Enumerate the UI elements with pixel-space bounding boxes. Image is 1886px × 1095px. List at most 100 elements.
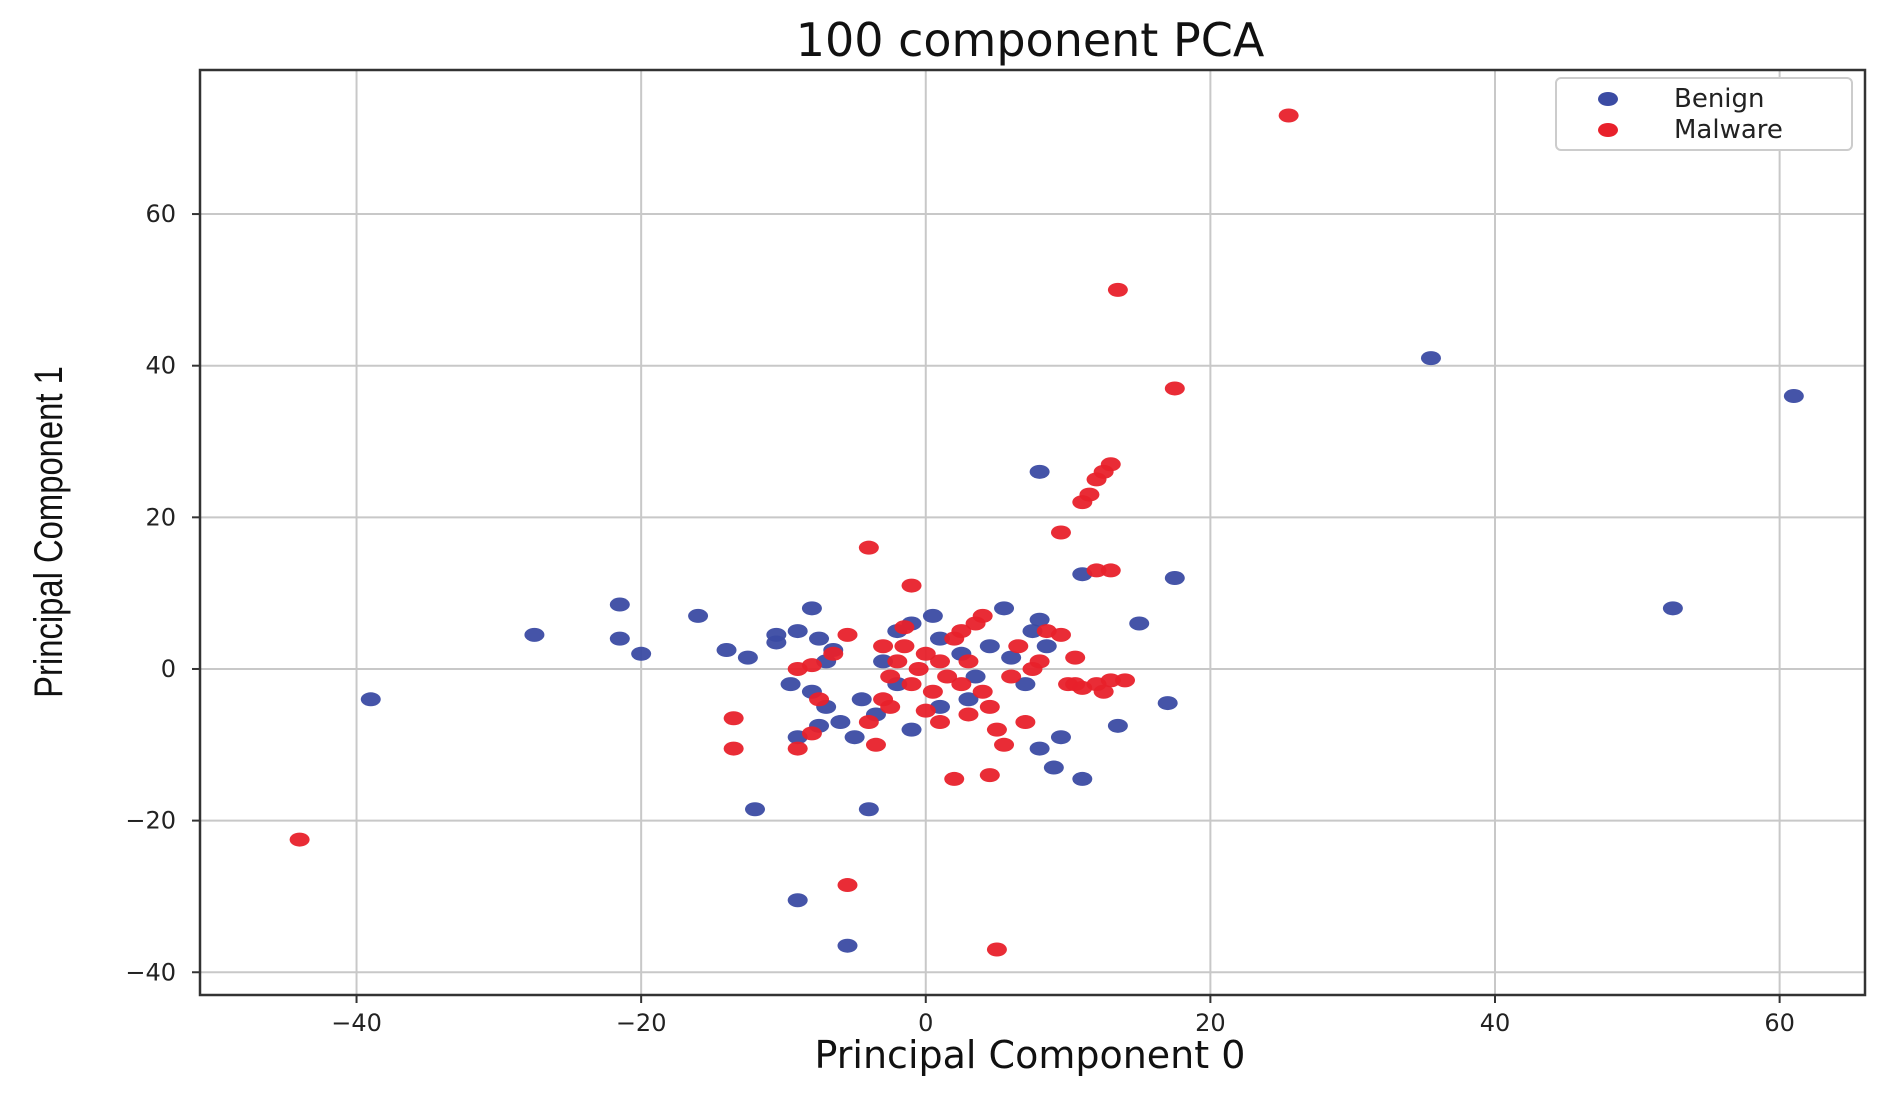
x-tick-label: 20 [1195,1009,1226,1037]
benign-point [1420,351,1441,366]
malware-point [1029,654,1050,669]
malware-point [1093,684,1114,699]
benign-point [1029,464,1050,479]
malware-point [958,707,979,722]
series-benign [360,351,1804,953]
benign-point [766,635,787,650]
malware-point [1079,487,1100,502]
malware-point [880,669,901,684]
benign-point [609,631,630,646]
benign-point [1072,771,1093,786]
benign-point [830,715,851,730]
benign-point [716,643,737,658]
malware-point [986,942,1007,957]
malware-point [1065,650,1086,665]
benign-point [1036,639,1057,654]
y-tick-label: 20 [145,503,176,531]
benign-point [809,631,830,646]
x-tick-label: −40 [331,1009,382,1037]
malware-point [894,620,915,635]
malware-point [801,658,822,673]
malware-point [958,654,979,669]
malware-point [1001,669,1022,684]
malware-point [979,699,1000,714]
benign-point [965,669,986,684]
legend-label-malware: Malware [1674,115,1783,145]
malware-point [944,771,965,786]
malware-point [894,639,915,654]
malware-point [930,654,950,669]
malware-point [1100,563,1121,578]
legend-marker-malware [1598,123,1618,137]
y-tick-label: 60 [145,200,176,228]
malware-point [723,711,744,726]
chart-title: 100 component PCA [796,13,1265,67]
benign-point [1157,696,1178,711]
malware-point [915,646,936,661]
y-tick-label: −20 [125,807,176,835]
x-tick-label: 40 [1480,1009,1511,1037]
malware-point [901,578,922,593]
benign-point [979,639,1000,654]
plot-frame [198,68,1867,997]
benign-point [360,692,381,707]
y-tick-label: 40 [145,352,176,380]
legend-marker-benign [1598,92,1618,106]
benign-point [1129,616,1150,631]
benign-point [901,722,922,737]
benign-point [844,730,865,745]
malware-point [1278,108,1299,123]
x-tick-label: −20 [616,1009,667,1037]
malware-point [809,692,830,707]
malware-point [1100,457,1121,472]
grid-layer [200,70,1865,995]
benign-point [780,677,801,692]
malware-point [1008,639,1029,654]
malware-point [930,715,950,730]
malware-point [901,677,922,692]
x-axis-label: Principal Component 0 [815,1033,1246,1077]
malware-point [289,832,310,847]
benign-point [837,938,858,953]
malware-point [858,715,879,730]
benign-point [851,692,872,707]
benign-point [1050,730,1071,745]
malware-point [1050,627,1071,642]
malware-point [979,768,1000,783]
malware-point [908,661,929,676]
benign-point [1029,612,1050,627]
malware-point [922,684,943,699]
malware-point [972,608,993,623]
malware-point [994,737,1015,752]
y-axis-label: Principal Component 1 [26,366,71,698]
benign-point [1662,601,1683,616]
benign-point [958,692,979,707]
benign-point [1043,760,1064,775]
y-tick-label: −40 [125,958,176,986]
malware-point [858,540,879,555]
benign-point [787,893,808,908]
benign-point [787,624,808,639]
malware-point [1107,282,1128,297]
malware-point [865,737,886,752]
malware-point [723,741,744,756]
malware-point [972,684,993,699]
malware-point [1164,381,1185,396]
malware-point [837,627,858,642]
malware-point [823,646,844,661]
legend-box [1555,77,1853,151]
malware-point [1050,525,1071,540]
malware-point [887,654,908,669]
malware-point [1086,563,1107,578]
benign-point [1001,650,1022,665]
points-layer [289,108,1804,957]
benign-point [1029,741,1050,756]
malware-point [801,726,822,741]
benign-point [1107,718,1128,733]
malware-point [873,639,894,654]
benign-point [524,627,545,642]
benign-point [631,646,652,661]
malware-point [1115,673,1135,688]
legend: Benign Malware [1555,77,1853,151]
